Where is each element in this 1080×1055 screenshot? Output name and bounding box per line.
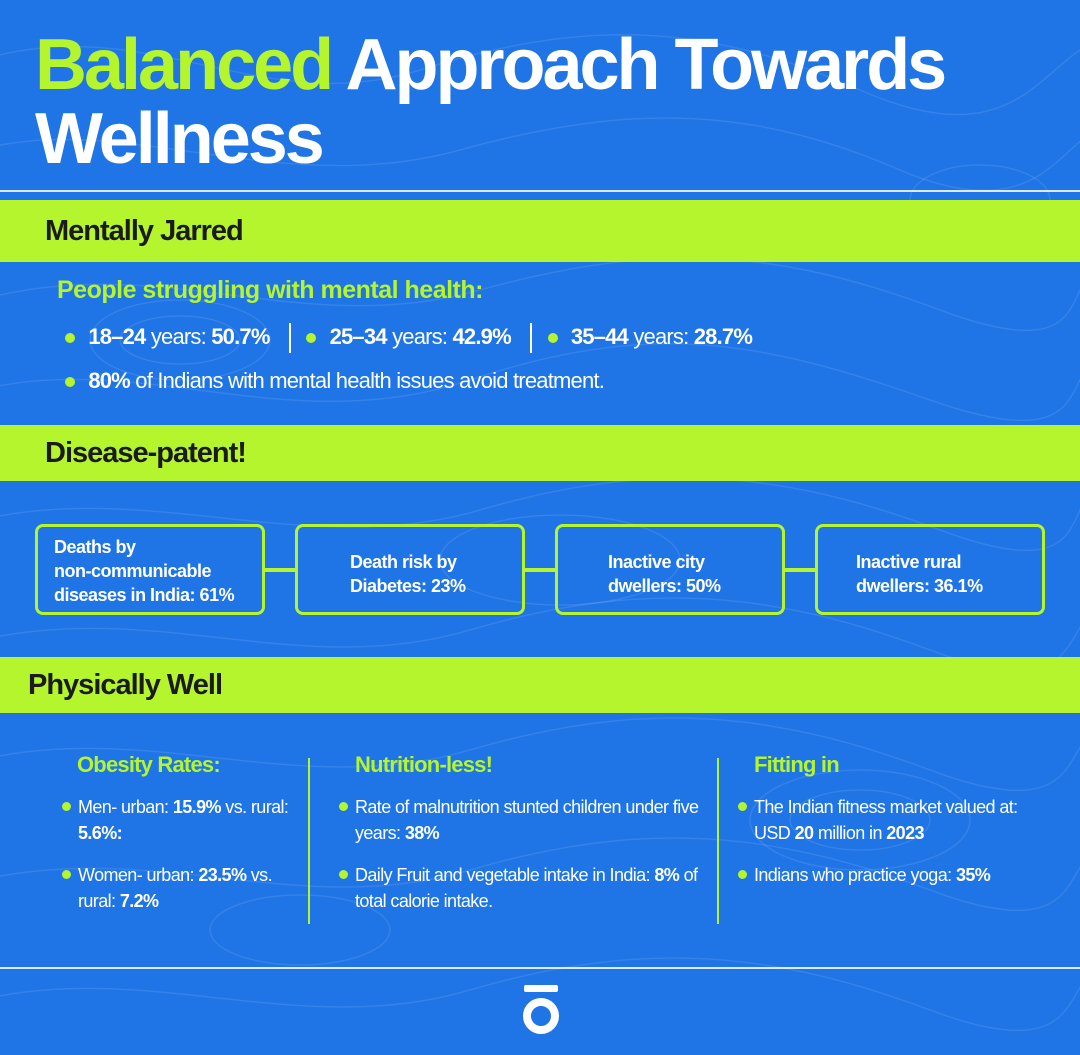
column-divider [717,758,719,924]
brand-logo-icon [523,985,559,1034]
list-item: Rate of malnutrition stunted children un… [339,794,704,846]
mental-subheading: People struggling with mental health: [57,276,483,304]
list-item: The Indian fitness market valued at: USD… [738,794,1058,846]
bullet-icon [62,802,71,811]
list-item: Women- urban: 23.5% vs. rural: 7.2% [62,862,297,914]
section-band-mental: Mentally Jarred [0,200,1080,262]
box-connector [262,568,298,572]
section-band-disease: Disease-patent! [0,425,1080,481]
mental-treatment-row: 80% of Indians with mental health issues… [65,368,605,394]
age-label: 35–44 years: 28.7% [570,323,753,349]
treatment-text: of Indians with mental health issues avo… [135,368,605,393]
section-heading-mental: Mentally Jarred [45,214,244,247]
divider-bottom [0,967,1080,969]
treatment-value: 80% [88,368,130,393]
list-item: Indians who practice yoga: 35% [738,862,1058,888]
separator [288,323,291,353]
column-title-nutrition: Nutrition-less! [355,752,493,777]
bullet-icon [62,870,71,879]
column-divider [308,758,310,924]
list-item: Men- urban: 15.9% vs. rural: 5.6%: [62,794,297,846]
age-label: 18–24 years: 50.7% [88,323,270,349]
title-rest: Approach Towards [345,25,947,105]
box-connector [782,568,818,572]
section-band-physical: Physically Well [0,657,1080,713]
title-accent: Balanced [35,25,334,105]
list-item: Daily Fruit and vegetable intake in Indi… [339,862,709,914]
stat-box-diabetes: Death risk by Diabetes: 23% [295,524,525,615]
column-title-fitness: Fitting in [754,752,840,777]
page-title: Balanced Approach Towards Wellness [35,28,1035,176]
bullet-icon [339,870,348,879]
section-heading-physical: Physically Well [28,668,223,701]
bullet-icon [339,802,348,811]
section-heading-disease: Disease-patent! [45,436,247,469]
stat-box-city: Inactive city dwellers: 50% [555,524,785,615]
bullet-icon [65,333,75,343]
divider-top [0,190,1080,192]
bullet-icon [306,333,317,343]
age-label: 25–34 years: 42.9% [329,323,512,349]
mental-stats-row: 18–24 years: 50.7% 25–34 years: 42.9% 35… [65,323,753,353]
bullet-icon [738,870,747,879]
separator [530,323,533,353]
stat-box-rural: Inactive rural dwellers: 36.1% [815,524,1045,615]
column-title-obesity: Obesity Rates: [77,752,221,777]
stat-box-ncd: Deaths by non-communicable diseases in I… [35,524,265,615]
bullet-icon [547,333,558,343]
bullet-icon [738,802,747,811]
box-connector [522,568,558,572]
bullet-icon [65,377,75,388]
title-line2: Wellness [35,99,325,179]
